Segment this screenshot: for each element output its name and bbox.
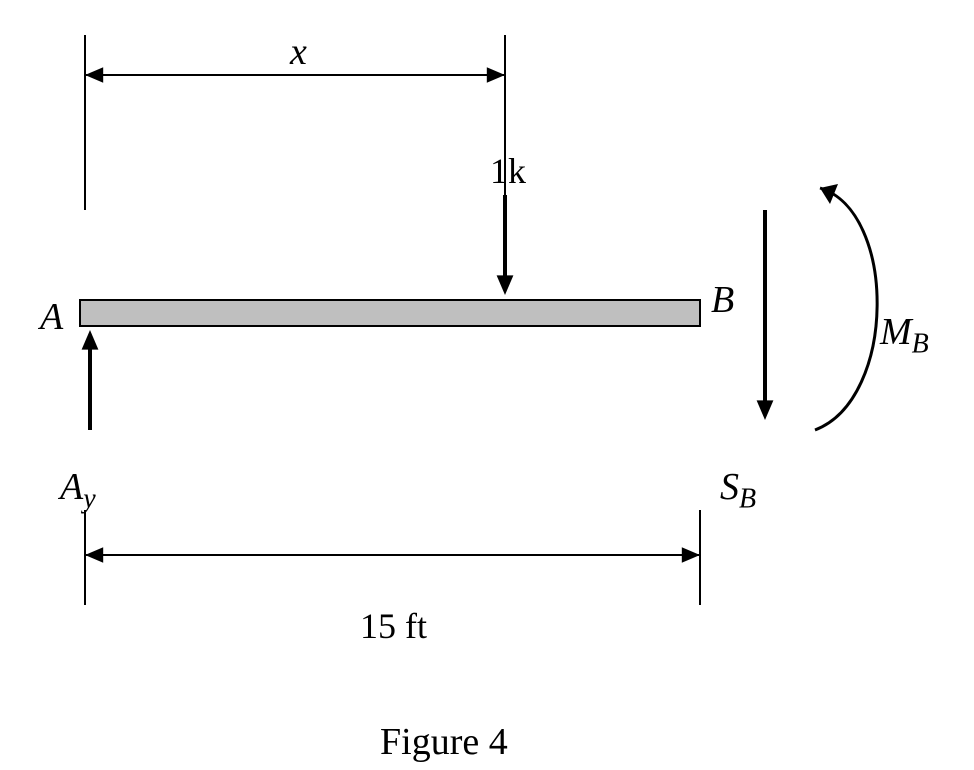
label-load: 1k (490, 150, 526, 192)
label-Ay: Ay (60, 465, 96, 516)
figure-caption: Figure 4 (380, 720, 508, 764)
diagram-svg (0, 0, 974, 770)
label-B: B (711, 278, 734, 322)
label-SB: SB (720, 465, 756, 516)
label-MB: MB (880, 310, 929, 361)
diagram-container: A B Ay SB MB x 1k 15 ft Figure 4 (0, 0, 974, 770)
label-A: A (40, 295, 63, 339)
label-x: x (290, 30, 307, 74)
label-span: 15 ft (360, 605, 427, 647)
